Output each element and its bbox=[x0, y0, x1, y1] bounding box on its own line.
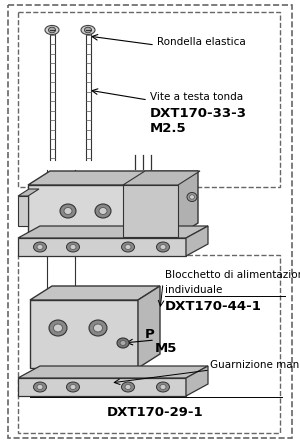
Text: DXT170-33-3: DXT170-33-3 bbox=[150, 106, 247, 120]
Ellipse shape bbox=[49, 27, 56, 33]
Ellipse shape bbox=[187, 193, 197, 202]
Ellipse shape bbox=[125, 245, 131, 249]
Polygon shape bbox=[18, 238, 186, 256]
Ellipse shape bbox=[70, 245, 76, 249]
Text: DXT170-29-1: DXT170-29-1 bbox=[107, 405, 203, 419]
Ellipse shape bbox=[117, 338, 129, 348]
Polygon shape bbox=[176, 171, 198, 237]
Polygon shape bbox=[123, 185, 178, 237]
Ellipse shape bbox=[81, 25, 95, 35]
Text: Blocchetto di alimentazione: Blocchetto di alimentazione bbox=[165, 270, 300, 280]
Bar bbox=[18, 12, 280, 187]
Text: Guarnizione manifold: Guarnizione manifold bbox=[210, 360, 300, 370]
Polygon shape bbox=[186, 226, 208, 256]
Ellipse shape bbox=[89, 320, 107, 336]
Polygon shape bbox=[138, 286, 160, 368]
Ellipse shape bbox=[34, 242, 46, 252]
Ellipse shape bbox=[94, 324, 103, 332]
Ellipse shape bbox=[190, 195, 194, 199]
Ellipse shape bbox=[122, 242, 134, 252]
Polygon shape bbox=[18, 366, 208, 378]
Bar bbox=[18, 255, 280, 433]
Text: Vite a testa tonda: Vite a testa tonda bbox=[150, 92, 243, 102]
Ellipse shape bbox=[34, 382, 46, 392]
Ellipse shape bbox=[45, 25, 59, 35]
Polygon shape bbox=[18, 196, 28, 226]
Text: DXT170-44-1: DXT170-44-1 bbox=[165, 300, 262, 314]
Ellipse shape bbox=[157, 242, 169, 252]
Polygon shape bbox=[28, 185, 176, 237]
Ellipse shape bbox=[64, 207, 72, 214]
Polygon shape bbox=[186, 366, 208, 396]
Ellipse shape bbox=[157, 382, 169, 392]
Text: P: P bbox=[145, 329, 155, 342]
Ellipse shape bbox=[37, 245, 43, 249]
Ellipse shape bbox=[85, 27, 92, 33]
Polygon shape bbox=[30, 300, 138, 368]
Text: M5: M5 bbox=[155, 342, 177, 354]
Ellipse shape bbox=[160, 245, 166, 249]
Text: individuale: individuale bbox=[165, 285, 222, 295]
Ellipse shape bbox=[60, 204, 76, 218]
Ellipse shape bbox=[67, 382, 80, 392]
Ellipse shape bbox=[37, 385, 43, 389]
Ellipse shape bbox=[122, 382, 134, 392]
Ellipse shape bbox=[70, 385, 76, 389]
Ellipse shape bbox=[120, 341, 126, 346]
Polygon shape bbox=[18, 378, 186, 396]
Ellipse shape bbox=[49, 320, 67, 336]
Ellipse shape bbox=[99, 207, 107, 214]
Polygon shape bbox=[28, 171, 198, 185]
Polygon shape bbox=[18, 226, 208, 238]
Ellipse shape bbox=[67, 242, 80, 252]
Polygon shape bbox=[30, 286, 160, 300]
Ellipse shape bbox=[125, 385, 131, 389]
Polygon shape bbox=[18, 189, 39, 196]
Ellipse shape bbox=[95, 204, 111, 218]
Ellipse shape bbox=[160, 385, 166, 389]
Text: M2.5: M2.5 bbox=[150, 121, 187, 135]
Polygon shape bbox=[123, 171, 200, 185]
Ellipse shape bbox=[53, 324, 62, 332]
Text: Rondella elastica: Rondella elastica bbox=[157, 37, 246, 47]
